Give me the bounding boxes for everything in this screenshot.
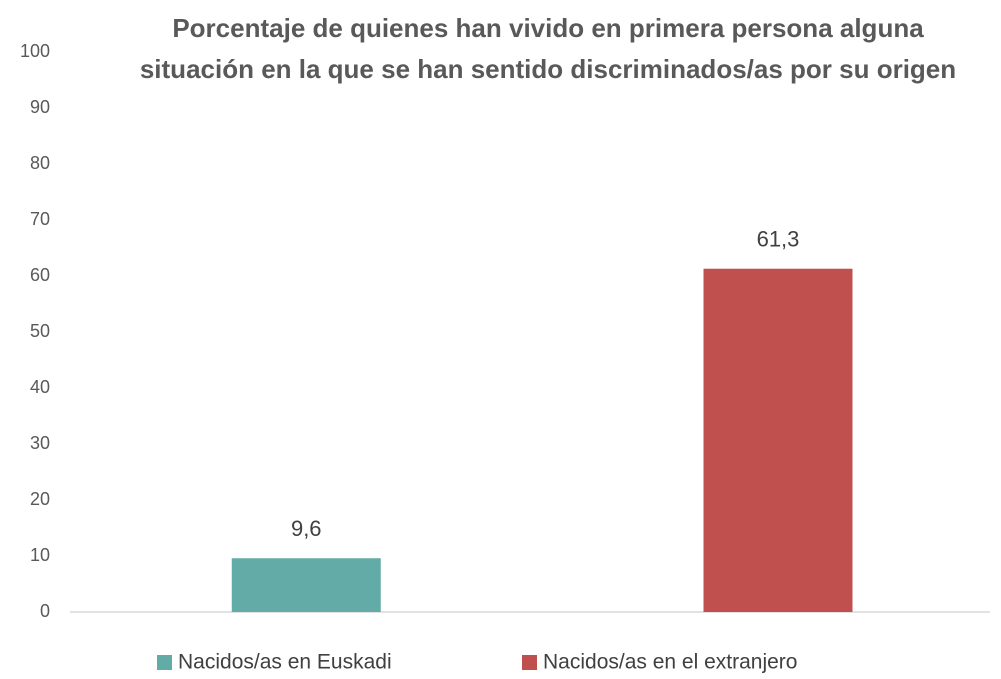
y-tick-label: 70: [30, 209, 50, 229]
bar: [703, 268, 853, 612]
y-tick-label: 100: [20, 41, 50, 61]
bar: [231, 558, 381, 612]
y-tick-label: 80: [30, 153, 50, 173]
legend-swatch: [522, 655, 537, 670]
chart-title: Porcentaje de quienes han vivido en prim…: [139, 13, 957, 84]
y-tick-label: 0: [40, 601, 50, 621]
y-tick-label: 10: [30, 545, 50, 565]
value-label: 61,3: [757, 227, 800, 252]
y-tick-label: 90: [30, 97, 50, 117]
y-tick-label: 50: [30, 321, 50, 341]
y-tick-label: 30: [30, 433, 50, 453]
legend-label: Nacidos/as en Euskadi: [178, 651, 392, 674]
y-tick-label: 60: [30, 265, 50, 285]
y-tick-label: 20: [30, 489, 50, 509]
legend-label: Nacidos/as en el extranjero: [543, 651, 797, 674]
legend-swatch: [157, 655, 172, 670]
y-tick-label: 40: [30, 377, 50, 397]
value-label: 9,6: [291, 516, 322, 541]
